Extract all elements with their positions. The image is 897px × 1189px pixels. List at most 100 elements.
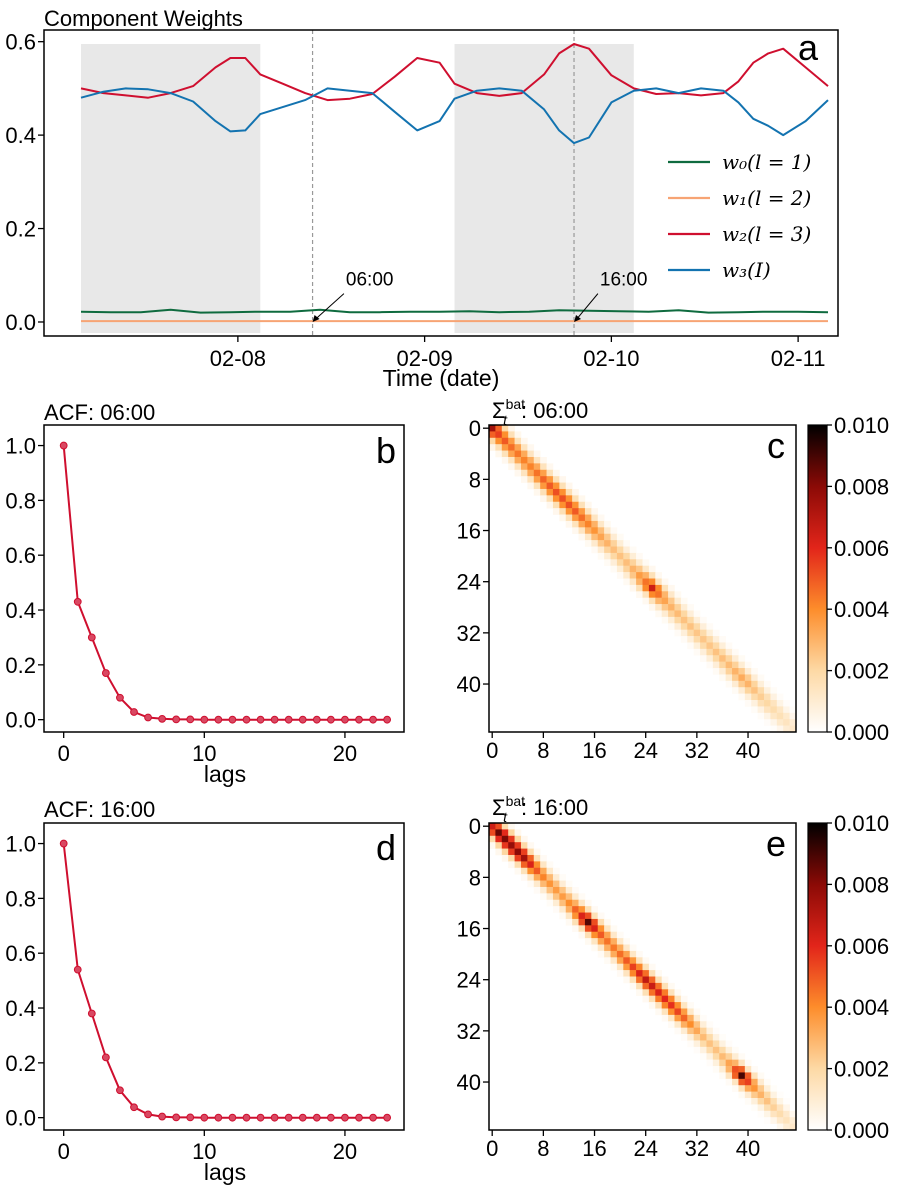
heatmap-cell (527, 450, 535, 458)
heatmap-cell (533, 861, 541, 869)
heatmap-cell (674, 591, 682, 598)
heatmap-cell (489, 835, 496, 843)
heatmap-cell (687, 604, 694, 611)
x-tick-label: 20 (333, 1139, 357, 1164)
heatmap-cell (527, 476, 535, 483)
acf-point (172, 1113, 181, 1122)
heatmap-cell (668, 982, 675, 990)
heatmap-cell (642, 970, 650, 977)
heatmap-cell (629, 584, 637, 592)
heatmap-cell (533, 867, 541, 875)
heatmap-cell (623, 944, 631, 952)
heatmap-cell (629, 559, 637, 567)
heatmap-cell (540, 861, 547, 869)
heatmap-cell (546, 899, 554, 907)
heatmap-cell (514, 867, 522, 875)
heatmap-cell (508, 823, 515, 830)
acf-point (144, 713, 152, 722)
acf-point (383, 715, 392, 724)
heatmap-cell (725, 661, 733, 669)
heatmap-cell (501, 444, 509, 451)
heatmap-cell (642, 572, 650, 579)
acf-point (312, 1113, 321, 1122)
y-tick-label: 1.0 (5, 434, 36, 459)
heatmap-cell (738, 687, 746, 694)
panel-d-title: ACF: 16:00 (44, 797, 155, 822)
shaded-region-1 (454, 44, 634, 333)
heatmap-cell (572, 527, 579, 535)
heatmap-cell (591, 925, 599, 933)
acf-point (172, 715, 181, 724)
heatmap-cell (604, 552, 611, 560)
heatmap-cell (616, 944, 624, 952)
heatmap-cell (578, 906, 586, 913)
heatmap-cell (680, 1034, 688, 1041)
heatmap-cell (616, 963, 624, 971)
heatmap-cell (489, 842, 496, 849)
heatmap-cell (636, 982, 643, 990)
heatmap-cell (706, 623, 714, 630)
heatmap-cell (636, 989, 643, 996)
heatmap-cell (559, 482, 567, 490)
y-tick-label: 40 (457, 1070, 481, 1095)
heatmap-cell (751, 1104, 758, 1112)
heatmap-cell (546, 893, 554, 901)
heatmap-cell (552, 508, 560, 515)
heatmap-cell (584, 899, 592, 907)
heatmap-cell (629, 963, 637, 971)
heatmap-cell (514, 437, 522, 445)
heatmap-cell (661, 578, 669, 586)
heatmap-cell (501, 848, 509, 856)
heatmap-cell (700, 1053, 707, 1060)
heatmap-cell (514, 456, 522, 464)
heatmap-cell (744, 1085, 752, 1092)
time-markers (311, 30, 575, 336)
heatmap-cell (719, 674, 726, 682)
heatmap-cell (636, 950, 643, 958)
heatmap-cell (687, 629, 694, 637)
heatmap-cell (687, 1034, 694, 1041)
heatmap-cell (648, 1002, 656, 1009)
heatmap-cell (533, 874, 541, 881)
heatmap-cell (661, 995, 669, 1003)
heatmap-cell (661, 597, 669, 605)
colorbar-tick-label: 0.008 (834, 474, 889, 499)
heatmap-cell (700, 642, 707, 650)
heatmap-cell (546, 874, 554, 881)
heatmap-cell (552, 482, 560, 490)
heatmap-cell (552, 488, 560, 496)
heatmap-cell (693, 1027, 701, 1035)
y-tick-label: 0.0 (5, 708, 36, 733)
acf-point (256, 1113, 265, 1122)
heatmap-cell (770, 693, 778, 701)
heatmap-cell (712, 668, 720, 675)
heatmap-cell (540, 495, 547, 503)
heatmap-cell (527, 861, 535, 869)
heatmap-cell (572, 893, 579, 901)
heatmap-cell (712, 1066, 720, 1073)
heatmap-cell (636, 591, 643, 598)
heatmap-cell (559, 495, 567, 503)
acf-point (87, 633, 96, 642)
heatmap-cell (789, 712, 797, 720)
heatmap-cell (527, 444, 535, 451)
annotation-arrowhead-0 (312, 314, 320, 322)
y-tick-label: 0.2 (5, 1051, 36, 1076)
heatmap-cell (597, 950, 605, 958)
heatmap-cell (559, 886, 567, 894)
heatmap-cell (495, 437, 503, 445)
heatmap-cell (783, 1110, 790, 1118)
heatmap-cell (546, 880, 554, 888)
heatmap-cell (508, 861, 515, 869)
heatmap-cell (674, 1014, 682, 1022)
covariance-heatmap-1600 (489, 823, 797, 1131)
heatmap-cell (725, 655, 733, 662)
heatmap-cell (789, 719, 797, 726)
heatmap-cell (744, 693, 752, 701)
heatmap-cell (674, 629, 682, 637)
heatmap-cell (776, 1117, 784, 1124)
heatmap-cell (546, 476, 554, 483)
heatmap-cell (559, 893, 567, 901)
heatmap-cell (661, 1014, 669, 1022)
panel-b: ACF: 06:00 0.0 0.2 0.4 0.6 0.8 1.0 0 10 20 lags… (5, 400, 405, 787)
